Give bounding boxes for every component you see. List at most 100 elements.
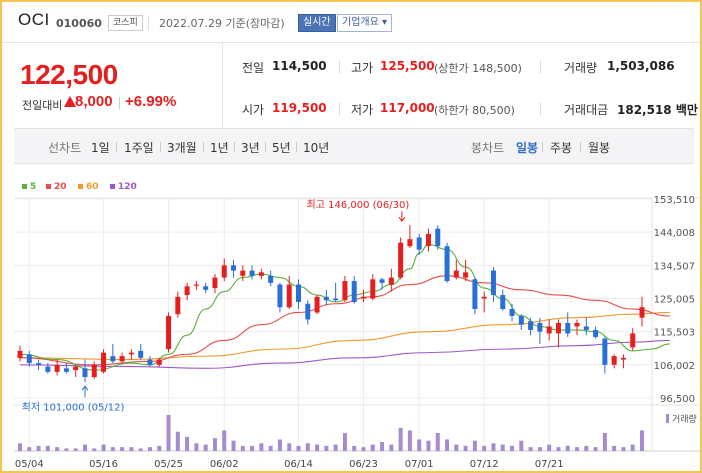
legend-swatch bbox=[22, 184, 27, 189]
candle-body bbox=[370, 279, 376, 299]
amount-label: 거래대금 bbox=[564, 103, 609, 117]
volume-bar bbox=[185, 436, 190, 451]
quote-divider bbox=[222, 43, 223, 128]
candle-body bbox=[128, 352, 134, 355]
candle-body bbox=[388, 277, 394, 285]
volume-bar bbox=[315, 444, 320, 451]
candle-body bbox=[296, 284, 302, 303]
volume-bar bbox=[426, 440, 431, 451]
volume-bar bbox=[398, 427, 403, 451]
candle-body bbox=[166, 315, 172, 350]
candle-body bbox=[602, 338, 608, 365]
volume-axis-label: 거래량 bbox=[672, 413, 697, 425]
candle-body bbox=[221, 265, 227, 278]
volume-value: 1,503,086 bbox=[607, 59, 675, 73]
stock-name[interactable]: OCI bbox=[18, 10, 50, 29]
line-chart-label: 선차트 bbox=[48, 141, 82, 155]
candle-body bbox=[342, 281, 348, 301]
volume-bar bbox=[27, 447, 32, 451]
volume-bar bbox=[435, 433, 440, 451]
candle-body bbox=[286, 284, 292, 308]
volume-bar bbox=[250, 445, 255, 451]
volume-bar bbox=[565, 445, 570, 451]
tab-1-week[interactable]: 1주일 bbox=[124, 141, 154, 155]
volume-bar bbox=[324, 445, 329, 451]
tab-daily[interactable]: 일봉 bbox=[516, 141, 539, 155]
volume-bar bbox=[510, 445, 515, 451]
volume-label: 거래량 bbox=[564, 61, 598, 75]
volume-bar bbox=[407, 430, 412, 451]
tab-monthly[interactable]: 월봉 bbox=[588, 141, 611, 155]
candle-body bbox=[472, 279, 478, 309]
candle-body bbox=[91, 364, 97, 378]
date-text: 2022.07.29 기준(장마감) bbox=[159, 17, 285, 30]
tab-weekly[interactable]: 주봉 bbox=[550, 141, 573, 155]
volume-bar bbox=[101, 444, 106, 451]
candle-body bbox=[435, 228, 441, 247]
tab-sep bbox=[116, 142, 117, 152]
candle-body bbox=[333, 298, 339, 301]
tab-3-months[interactable]: 3개월 bbox=[167, 141, 197, 155]
candle-body bbox=[593, 329, 599, 337]
tab-sep bbox=[160, 142, 161, 152]
candle-body bbox=[630, 333, 636, 348]
tab-5-years[interactable]: 5년 bbox=[272, 141, 291, 155]
max-arrow-icon bbox=[398, 211, 406, 223]
candle-body bbox=[305, 303, 311, 320]
candle-body bbox=[555, 322, 561, 334]
x-tick-label: 05/16 bbox=[89, 459, 118, 470]
tab-10-years[interactable]: 10년 bbox=[303, 141, 330, 155]
company-info-dropdown[interactable]: 기업개요 ▾ bbox=[337, 14, 392, 32]
max-price-annotation: 최고 146,000 (06/30) bbox=[307, 199, 410, 211]
volume-bar bbox=[277, 439, 282, 451]
volume-bar bbox=[482, 445, 487, 451]
volume-bar bbox=[472, 440, 477, 451]
volume-bar bbox=[64, 448, 69, 451]
current-price: 122,500 bbox=[20, 59, 118, 90]
volume-bar bbox=[389, 444, 394, 451]
candle-body bbox=[565, 322, 571, 334]
volume-bar bbox=[370, 444, 375, 451]
candle-body bbox=[407, 239, 413, 247]
quote-sep bbox=[540, 102, 541, 116]
min-arrow-icon bbox=[81, 385, 89, 398]
tab-1-year[interactable]: 1년 bbox=[210, 141, 229, 155]
ma120-line bbox=[19, 339, 670, 369]
volume-bar bbox=[417, 439, 422, 451]
tab-1-day[interactable]: 1일 bbox=[91, 141, 110, 155]
quote-sep bbox=[540, 60, 541, 74]
volume-bar bbox=[621, 447, 626, 451]
tab-sep bbox=[234, 142, 235, 152]
legend-swatch bbox=[46, 184, 51, 189]
volume-bar bbox=[500, 444, 505, 451]
tab-3-years[interactable]: 3년 bbox=[241, 141, 260, 155]
volume-bar bbox=[305, 443, 310, 451]
volume-bar bbox=[166, 415, 171, 451]
volume-bar bbox=[602, 433, 607, 451]
candle-body bbox=[360, 296, 366, 299]
legend-ma120: 120 bbox=[110, 182, 137, 192]
candle-body bbox=[110, 356, 116, 362]
candle-chart-label: 봉차트 bbox=[471, 141, 505, 155]
volume-bar bbox=[175, 431, 180, 451]
y-tick-label: 144,008 bbox=[654, 228, 695, 239]
volume-bar bbox=[528, 447, 533, 451]
x-tick-label: 05/25 bbox=[154, 459, 183, 470]
quote-sep bbox=[339, 102, 340, 116]
candle-body bbox=[147, 359, 153, 365]
volume-bar bbox=[463, 445, 468, 451]
change-value: 8,000 bbox=[75, 93, 113, 110]
candle-body bbox=[500, 295, 506, 309]
volume-bar bbox=[212, 438, 217, 451]
realtime-button[interactable]: 실시간 bbox=[298, 14, 336, 32]
y-tick-label: 134,507 bbox=[654, 261, 695, 272]
volume-bar bbox=[584, 445, 589, 451]
low-label: 저가 bbox=[351, 103, 374, 117]
candle-body bbox=[481, 296, 487, 299]
volume-bar bbox=[157, 445, 162, 451]
volume-bar bbox=[454, 444, 459, 451]
volume-bar bbox=[45, 445, 50, 451]
volume-bar bbox=[259, 443, 264, 451]
